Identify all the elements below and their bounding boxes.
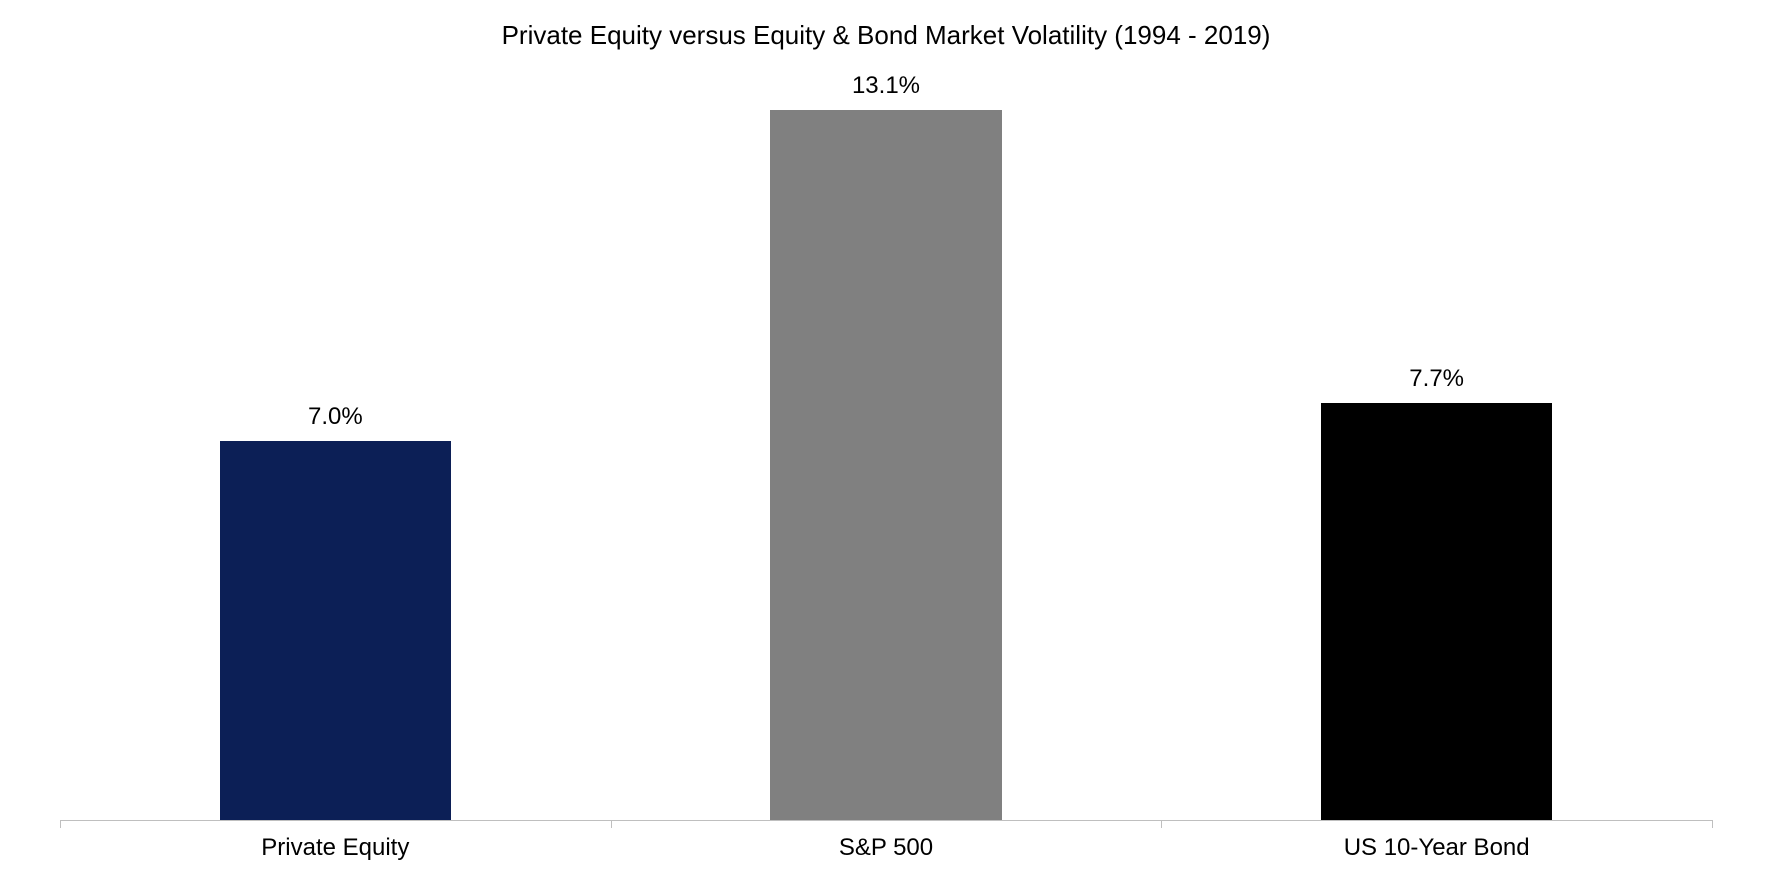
axis-tick — [1712, 820, 1713, 828]
axis-tick — [611, 820, 612, 828]
axis-tick — [60, 820, 61, 828]
chart-container: Private Equity versus Equity & Bond Mark… — [0, 0, 1772, 886]
bar-value-label: 7.7% — [1321, 365, 1552, 393]
bar-us-10-year-bond — [1321, 403, 1552, 820]
x-axis-label: US 10-Year Bond — [1161, 834, 1712, 862]
bar-value-label: 7.0% — [220, 403, 451, 431]
bar-private-equity — [220, 441, 451, 821]
x-axis-label: Private Equity — [60, 834, 611, 862]
bar-value-label: 13.1% — [770, 72, 1001, 100]
axis-tick — [1161, 820, 1162, 828]
x-axis-label: S&P 500 — [611, 834, 1162, 862]
plot-area: 7.0%Private Equity13.1%S&P 5007.7%US 10-… — [60, 61, 1712, 821]
chart-title: Private Equity versus Equity & Bond Mark… — [60, 20, 1712, 51]
bar-s-p-500 — [770, 110, 1001, 820]
